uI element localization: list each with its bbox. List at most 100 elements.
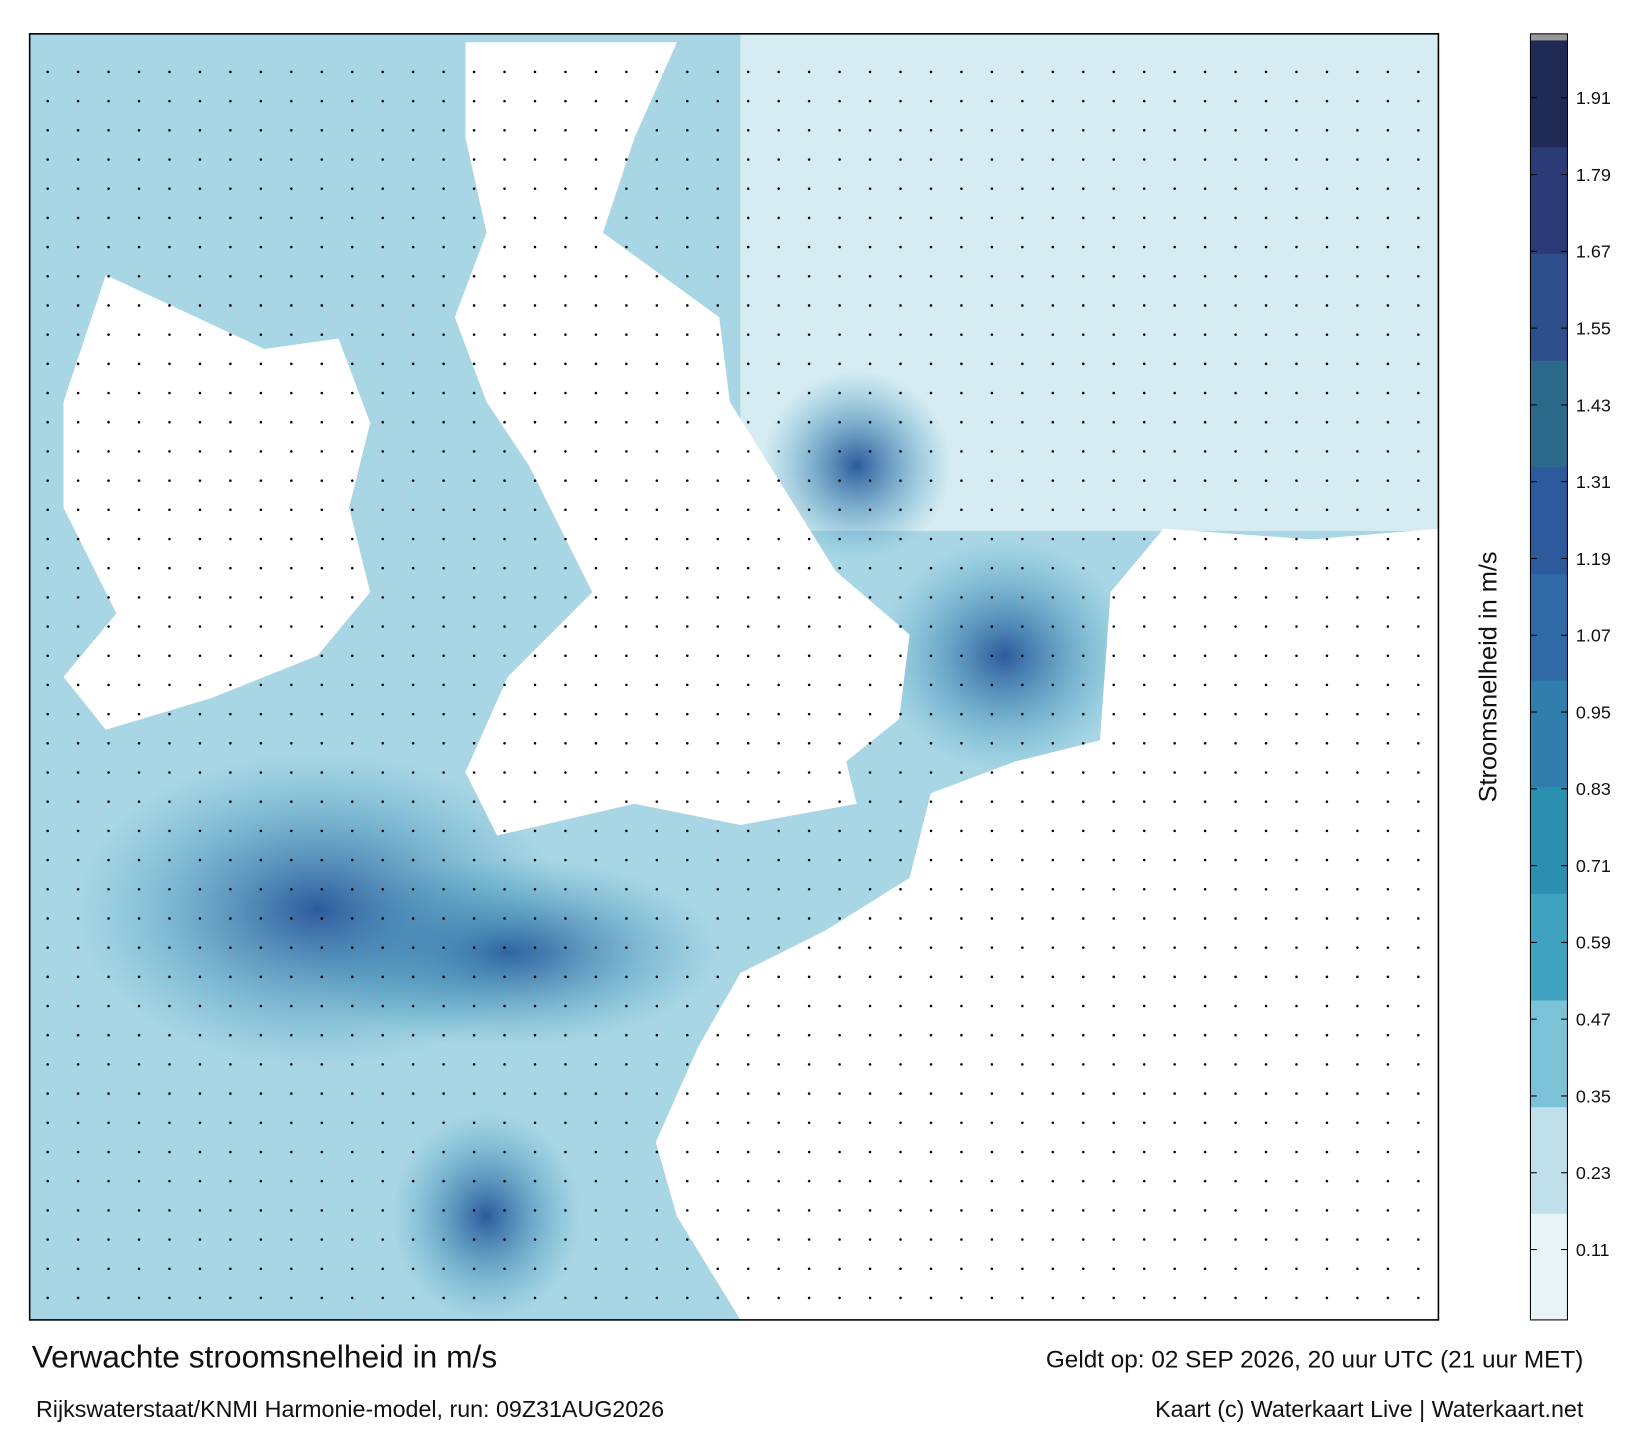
grid-dot (1142, 391, 1146, 395)
grid-dot (686, 304, 689, 307)
grid-dot (1203, 70, 1207, 74)
grid-dot (625, 771, 628, 774)
grid-dot (777, 1267, 780, 1270)
grid-dot (838, 1179, 841, 1183)
grid-dot (1264, 99, 1268, 103)
grid-dot (533, 742, 537, 745)
grid-dot (46, 654, 49, 657)
grid-dot (229, 1033, 232, 1037)
grid-dot (1142, 450, 1146, 453)
grid-dot (1051, 158, 1055, 161)
grid-dot (655, 508, 659, 512)
grid-dot (320, 654, 324, 657)
subtitle: Rijkswaterstaat/KNMI Harmonie-model, run… (36, 1396, 664, 1422)
grid-dot (229, 887, 232, 891)
grid-dot (1173, 1063, 1176, 1066)
grid-dot (838, 216, 841, 220)
grid-dot (990, 187, 994, 190)
grid-dot (716, 1209, 720, 1212)
grid-dot (107, 771, 110, 774)
grid-dot (320, 1267, 324, 1270)
grid-dot (381, 858, 384, 862)
grid-dot (594, 245, 598, 249)
grid-dot (259, 975, 263, 979)
grid-dot (229, 420, 232, 424)
grid-dot (625, 216, 628, 220)
grid-dot (198, 800, 202, 803)
grid-dot (472, 917, 476, 920)
grid-dot (746, 1238, 750, 1241)
grid-dot (198, 654, 202, 657)
grid-dot (777, 333, 780, 336)
grid-dot (229, 596, 232, 599)
grid-dot (960, 391, 963, 395)
grid-dot (716, 887, 720, 891)
grid-dot (594, 1063, 598, 1066)
grid-dot (290, 654, 293, 657)
grid-dot (838, 129, 841, 132)
grid-dot (807, 829, 811, 833)
grid-dot (411, 829, 415, 833)
grid-dot (533, 274, 537, 278)
grid-dot (1295, 362, 1298, 366)
grid-dot (716, 1092, 720, 1095)
grid-dot (168, 1063, 171, 1066)
grid-dot (686, 99, 689, 103)
grid-dot (929, 450, 933, 453)
grid-dot (929, 625, 933, 628)
grid-dot (1264, 216, 1268, 220)
grid-dot (76, 712, 80, 716)
grid-dot (76, 333, 80, 336)
grid-dot (350, 1267, 354, 1270)
grid-dot (960, 245, 963, 249)
grid-dot (1356, 742, 1359, 745)
grid-dot (1264, 187, 1268, 190)
grid-dot (259, 683, 263, 687)
grid-dot (746, 187, 750, 190)
grid-dot (1051, 420, 1055, 424)
grid-dot (472, 420, 476, 424)
grid-dot (350, 420, 354, 424)
grid-dot (442, 420, 445, 424)
grid-dot (777, 1063, 780, 1066)
grid-dot (686, 975, 689, 979)
grid-dot (290, 1267, 293, 1270)
grid-dot (960, 1121, 963, 1125)
grid-dot (1356, 1209, 1359, 1212)
grid-dot (594, 1150, 598, 1154)
grid-dot (46, 566, 49, 570)
grid-dot (1142, 1121, 1146, 1125)
grid-dot (777, 1238, 780, 1241)
grid-dot (746, 158, 750, 161)
grid-dot (1356, 1150, 1359, 1154)
grid-dot (594, 450, 598, 453)
grid-dot (76, 1296, 80, 1300)
grid-dot (107, 946, 110, 949)
grid-dot (655, 858, 659, 862)
grid-dot (290, 508, 293, 512)
grid-dot (594, 1238, 598, 1241)
grid-dot (807, 274, 811, 278)
grid-dot (564, 1267, 567, 1270)
grid-dot (686, 391, 689, 395)
grid-dot (168, 479, 171, 482)
grid-dot (1203, 596, 1207, 599)
grid-dot (1142, 274, 1146, 278)
grid-dot (1234, 508, 1237, 512)
grid-dot (168, 187, 171, 190)
grid-dot (960, 508, 963, 512)
grid-dot (320, 333, 324, 336)
grid-dot (990, 450, 994, 453)
grid-dot (625, 304, 628, 307)
grid-dot (1325, 391, 1329, 395)
grid-dot (929, 683, 933, 687)
grid-dot (198, 450, 202, 453)
grid-dot (1264, 420, 1268, 424)
grid-dot (1173, 1238, 1176, 1241)
grid-dot (899, 158, 902, 161)
grid-dot (960, 712, 963, 716)
grid-dot (746, 566, 750, 570)
grid-dot (807, 596, 811, 599)
grid-dot (1234, 742, 1237, 745)
grid-dot (960, 420, 963, 424)
